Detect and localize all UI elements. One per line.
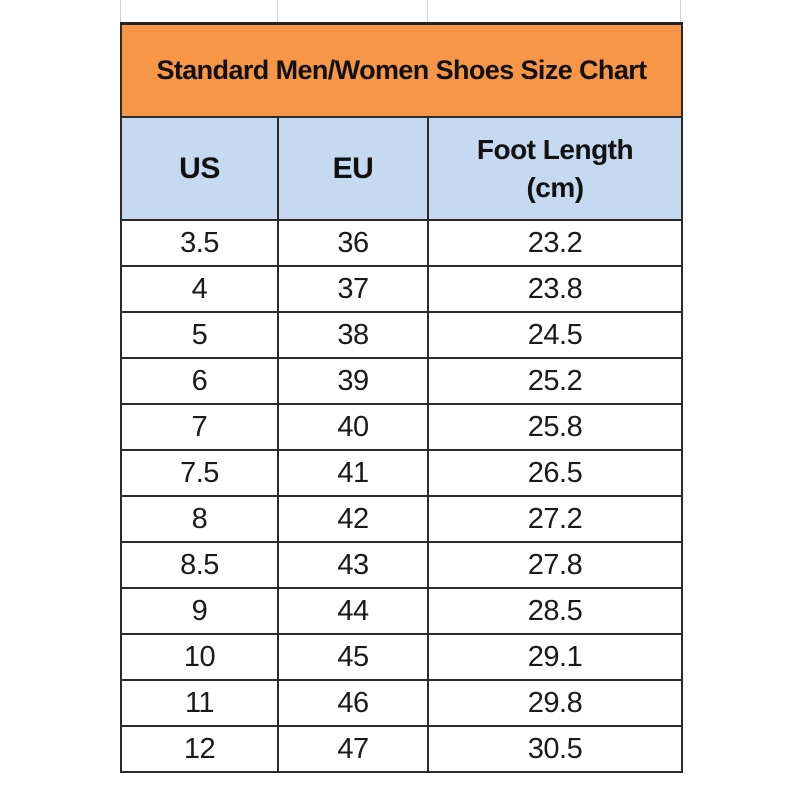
cell-eu: 44	[277, 587, 429, 635]
cell-cm: 27.8	[427, 541, 683, 589]
cell-eu: 46	[277, 679, 429, 727]
cell-cm: 29.8	[427, 679, 683, 727]
cell-cm: 25.2	[427, 357, 683, 405]
header-foot-length: Foot Length (cm)	[427, 116, 683, 221]
cell-eu: 36	[277, 219, 429, 267]
header-foot-length-label: Foot Length	[476, 133, 634, 165]
table-row: 8 42 27.2	[120, 495, 683, 543]
spreadsheet-gridlines	[120, 0, 681, 22]
cell-us: 8	[120, 495, 279, 543]
cell-us: 8.5	[120, 541, 279, 589]
table-row: 5 38 24.5	[120, 311, 683, 359]
cell-eu: 37	[277, 265, 429, 313]
size-chart-table: Standard Men/Women Shoes Size Chart US E…	[120, 22, 683, 773]
cell-eu: 39	[277, 357, 429, 405]
header-row: US EU Foot Length (cm)	[120, 116, 683, 221]
cell-eu: 41	[277, 449, 429, 497]
cell-us: 6	[120, 357, 279, 405]
cell-eu: 45	[277, 633, 429, 681]
cell-eu: 40	[277, 403, 429, 451]
cell-us: 11	[120, 679, 279, 727]
cell-us: 4	[120, 265, 279, 313]
table-row: 4 37 23.8	[120, 265, 683, 313]
cell-cm: 26.5	[427, 449, 683, 497]
table-row: 6 39 25.2	[120, 357, 683, 405]
cell-cm: 30.5	[427, 725, 683, 773]
cell-eu: 42	[277, 495, 429, 543]
table-row: 8.5 43 27.8	[120, 541, 683, 589]
table-title: Standard Men/Women Shoes Size Chart	[120, 22, 683, 118]
cell-us: 10	[120, 633, 279, 681]
cell-us: 7.5	[120, 449, 279, 497]
header-us: US	[120, 116, 279, 221]
cell-eu: 43	[277, 541, 429, 589]
header-foot-length-unit: (cm)	[526, 171, 584, 203]
cell-eu: 47	[277, 725, 429, 773]
table-row: 9 44 28.5	[120, 587, 683, 635]
table-row: 7.5 41 26.5	[120, 449, 683, 497]
cell-cm: 25.8	[427, 403, 683, 451]
cell-us: 3.5	[120, 219, 279, 267]
cell-eu: 38	[277, 311, 429, 359]
table-row: 11 46 29.8	[120, 679, 683, 727]
table-row: 3.5 36 23.2	[120, 219, 683, 267]
cell-us: 12	[120, 725, 279, 773]
cell-us: 7	[120, 403, 279, 451]
cell-us: 5	[120, 311, 279, 359]
cell-cm: 23.2	[427, 219, 683, 267]
cell-us: 9	[120, 587, 279, 635]
table-row: 7 40 25.8	[120, 403, 683, 451]
cell-cm: 27.2	[427, 495, 683, 543]
cell-cm: 28.5	[427, 587, 683, 635]
header-eu: EU	[277, 116, 429, 221]
cell-cm: 29.1	[427, 633, 683, 681]
table-row: 12 47 30.5	[120, 725, 683, 773]
table-row: 10 45 29.1	[120, 633, 683, 681]
cell-cm: 23.8	[427, 265, 683, 313]
cell-cm: 24.5	[427, 311, 683, 359]
